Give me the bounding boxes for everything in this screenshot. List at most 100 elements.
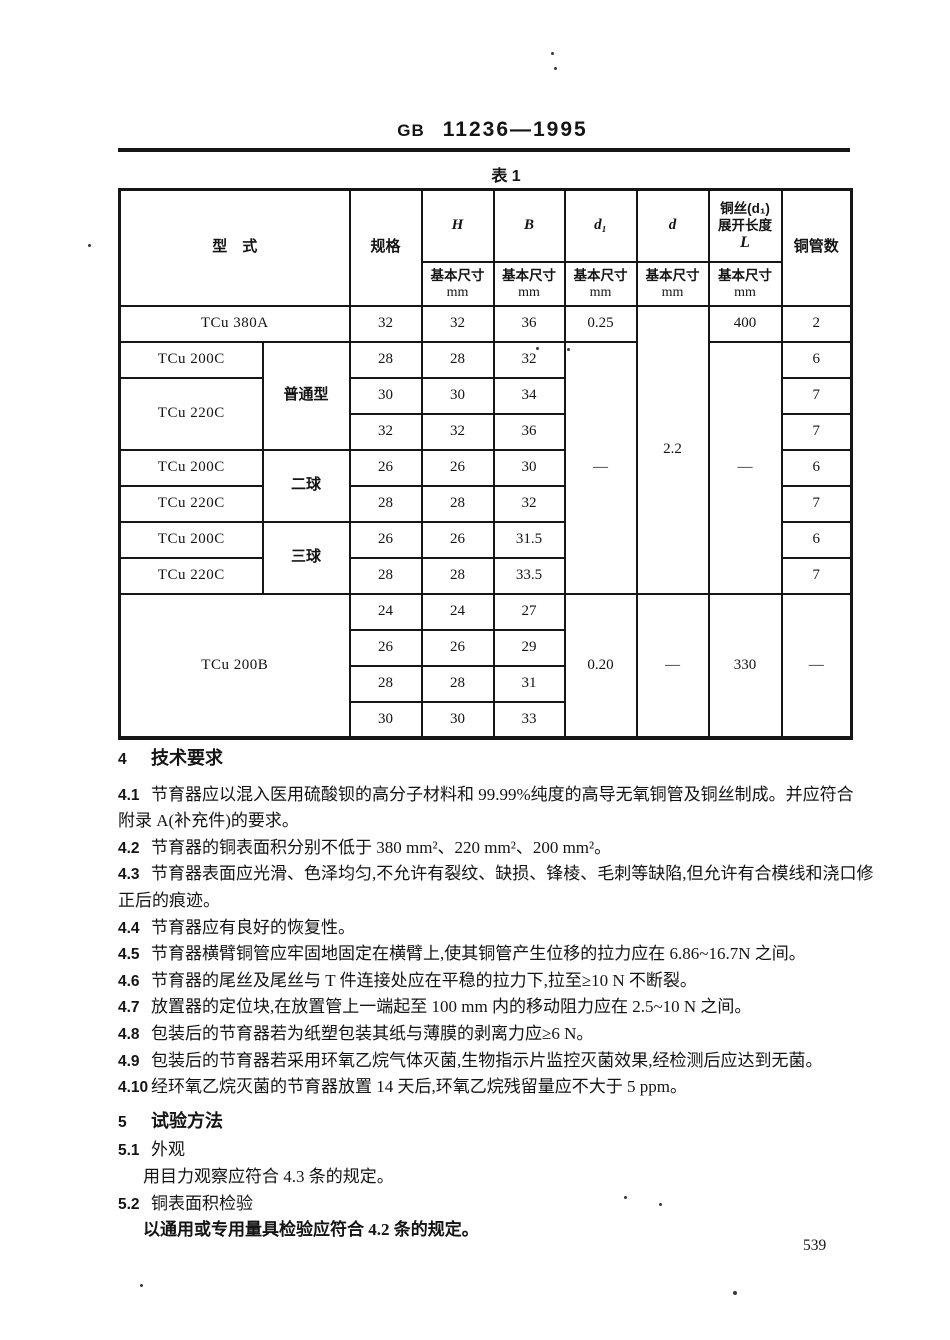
- cell-L: 330: [707, 592, 783, 739]
- clause-number: 4.4: [118, 919, 140, 937]
- scan-speck: [733, 1291, 737, 1295]
- scan-speck: [624, 1196, 627, 1199]
- cell-type: TCu 200B: [118, 592, 351, 739]
- subheader-L: 基本尺寸 mm: [707, 260, 783, 307]
- clause-number: 4.1: [118, 786, 140, 804]
- table-subheader-row: 基本尺寸 mm 基本尺寸 mm 基本尺寸 mm 基本尺寸 mm 基本尺寸 mm: [120, 260, 852, 307]
- cell-d: 2.2: [635, 304, 710, 595]
- cell-B: 36: [492, 412, 566, 451]
- clause-4-3: 4.3 节育器表面应光滑、色泽均匀,不允许有裂纹、缺损、锋棱、毛刺等缺陷,但允许有…: [118, 861, 874, 888]
- clause-text: 节育器表面应光滑、色泽均匀,不允许有裂纹、缺损、锋棱、毛刺等缺陷,但允许有合模线…: [151, 864, 874, 884]
- clause-number: 4.9: [118, 1052, 140, 1070]
- cell-H: 32: [420, 304, 495, 343]
- unit-label: mm: [661, 284, 684, 300]
- cell-d1: 0.20: [563, 592, 638, 739]
- clause-text: 节育器应有良好的恢复性。: [151, 917, 355, 937]
- basic-size-label: 基本尺寸: [430, 267, 485, 283]
- cell-H: 24: [420, 592, 495, 631]
- table-row: TCu 220C 28 28 32 7: [118, 484, 853, 523]
- clause-text: 节育器应以混入医用硫酸钡的高分子材料和 99.99%纯度的高导无氧铜管及铜丝制成…: [151, 784, 854, 804]
- clause-number: 5.1: [118, 1142, 140, 1160]
- cell-B: 34: [492, 376, 566, 415]
- cell-spec: 28: [348, 556, 423, 595]
- header-spec: 规格: [348, 188, 423, 307]
- cell-B: 30: [492, 448, 566, 487]
- standard-code-prefix: GB: [397, 121, 425, 140]
- clause-text: 包装后的节育器若采用环氧乙烷气体灭菌,生物指示片监控灭菌效果,经检测后应达到无菌…: [151, 1050, 823, 1070]
- section-number: 4: [118, 751, 127, 768]
- page-number: 539: [803, 1237, 827, 1254]
- scan-speck: [567, 348, 570, 351]
- cell-spec: 24: [348, 592, 423, 631]
- header-B: B: [492, 188, 566, 263]
- cell-type: TCu 380A: [118, 304, 351, 343]
- cell-H: 26: [420, 628, 495, 667]
- clause-number: 4.6: [118, 972, 140, 990]
- cell-L: —: [707, 340, 783, 595]
- clause-4-1: 4.1 节育器应以混入医用硫酸钡的高分子材料和 99.99%纯度的高导无氧铜管及铜…: [118, 782, 863, 809]
- cell-B: 32: [492, 484, 566, 523]
- cell-spec: 28: [348, 664, 423, 703]
- clause-5-2-body: 以通用或专用量具检验应符合 4.2 条的规定。: [143, 1220, 479, 1240]
- cell-B: 36: [492, 304, 566, 343]
- clause-4-8: 4.8 包装后的节育器若为纸塑包装其纸与薄膜的剥离力应≥6 N。: [118, 1021, 863, 1048]
- clause-4-10: 4.10 经环氧乙烷灭菌的节育器放置 14 天后,环氧乙烷残留量应不大于 5 pp…: [118, 1074, 863, 1101]
- clause-title: 铜表面积检验: [151, 1193, 253, 1213]
- cell-d: —: [635, 592, 710, 739]
- clause-number: 4.7: [118, 999, 140, 1017]
- table-row: 26 26 29: [120, 628, 852, 667]
- cell-spec: 32: [348, 412, 423, 451]
- cell-B: 32: [492, 340, 566, 379]
- cell-H: 32: [420, 412, 495, 451]
- scan-speck: [551, 52, 554, 55]
- cell-B: 29: [492, 628, 566, 667]
- specification-table: 型 式 规格 H B d₁ d 铜丝(d₁) 展开长度 L 铜管数 基本尺寸 mm…: [118, 188, 854, 740]
- table-row: TCu 220C 30 30 34 7: [118, 376, 853, 451]
- cell-B: 33: [492, 700, 566, 739]
- clause-4-3-cont: 正后的痕迹。: [118, 890, 220, 910]
- header-rule: [118, 148, 850, 152]
- subheader-B: 基本尺寸 mm: [492, 260, 566, 307]
- cell-B: 31: [492, 664, 566, 703]
- clause-title: 外观: [151, 1140, 185, 1160]
- cell-tube-count: 6: [780, 340, 853, 379]
- clause-number: 4.3: [118, 866, 140, 884]
- cell-tube-count: 7: [780, 484, 853, 523]
- table-row: 30 30 33: [120, 700, 852, 739]
- clause-text: 经环氧乙烷灭菌的节育器放置 14 天后,环氧乙烷残留量应不大于 5 ppm。: [151, 1077, 687, 1097]
- clause-4-9: 4.9 包装后的节育器若采用环氧乙烷气体灭菌,生物指示片监控灭菌效果,经检测后应达…: [118, 1048, 863, 1075]
- wire-length-symbol: L: [740, 234, 750, 252]
- cell-subtype: 三球: [261, 520, 351, 595]
- cell-B: 33.5: [492, 556, 566, 595]
- basic-size-label: 基本尺寸: [645, 267, 700, 283]
- cell-H: 30: [420, 700, 495, 739]
- cell-spec: 26: [348, 628, 423, 667]
- cell-H: 26: [420, 520, 495, 559]
- cell-tube-count: 7: [780, 376, 853, 415]
- standard-number: GB 11236—1995: [0, 118, 950, 142]
- cell-H: 26: [420, 448, 495, 487]
- scan-speck: [554, 67, 557, 70]
- document-text: 4 技术要求 4.1 节育器应以混入医用硫酸钡的高分子材料和 99.99%纯度的高导…: [118, 745, 874, 1244]
- cell-tube-count: 7: [780, 556, 853, 595]
- cell-spec: 26: [348, 448, 423, 487]
- basic-size-label: 基本尺寸: [718, 267, 773, 283]
- cell-spec: 32: [348, 304, 423, 343]
- cell-spec: 26: [348, 520, 423, 559]
- clause-number: 4.2: [118, 839, 140, 857]
- clause-text: 放置器的定位块,在放置管上一端起至 100 mm 内的移动阻力应在 2.5~10…: [151, 997, 752, 1017]
- cell-B: 27: [492, 592, 566, 631]
- clause-number: 4.8: [118, 1025, 140, 1043]
- clause-4-6: 4.6 节育器的尾丝及尾丝与 T 件连接处应在平稳的拉力下,拉至≥10 N 不断裂…: [118, 968, 863, 995]
- cell-tube-count: 6: [780, 520, 853, 559]
- clause-5-1: 5.1 外观: [118, 1137, 863, 1164]
- table-row: TCu 200C 二球 26 26 30 6: [118, 448, 853, 523]
- cell-type: TCu 220C: [118, 556, 264, 595]
- table-row: 28 28 31: [120, 664, 852, 703]
- clause-4-2: 4.2 节育器的铜表面积分别不低于 380 mm²、220 mm²、200 mm²…: [118, 835, 863, 862]
- header-d: d: [635, 188, 710, 263]
- cell-H: 28: [420, 340, 495, 379]
- table-row: TCu 200C 普通型 28 28 32 — — 6: [118, 340, 853, 595]
- cell-subtype: 二球: [261, 448, 351, 523]
- cell-type: TCu 220C: [118, 376, 264, 451]
